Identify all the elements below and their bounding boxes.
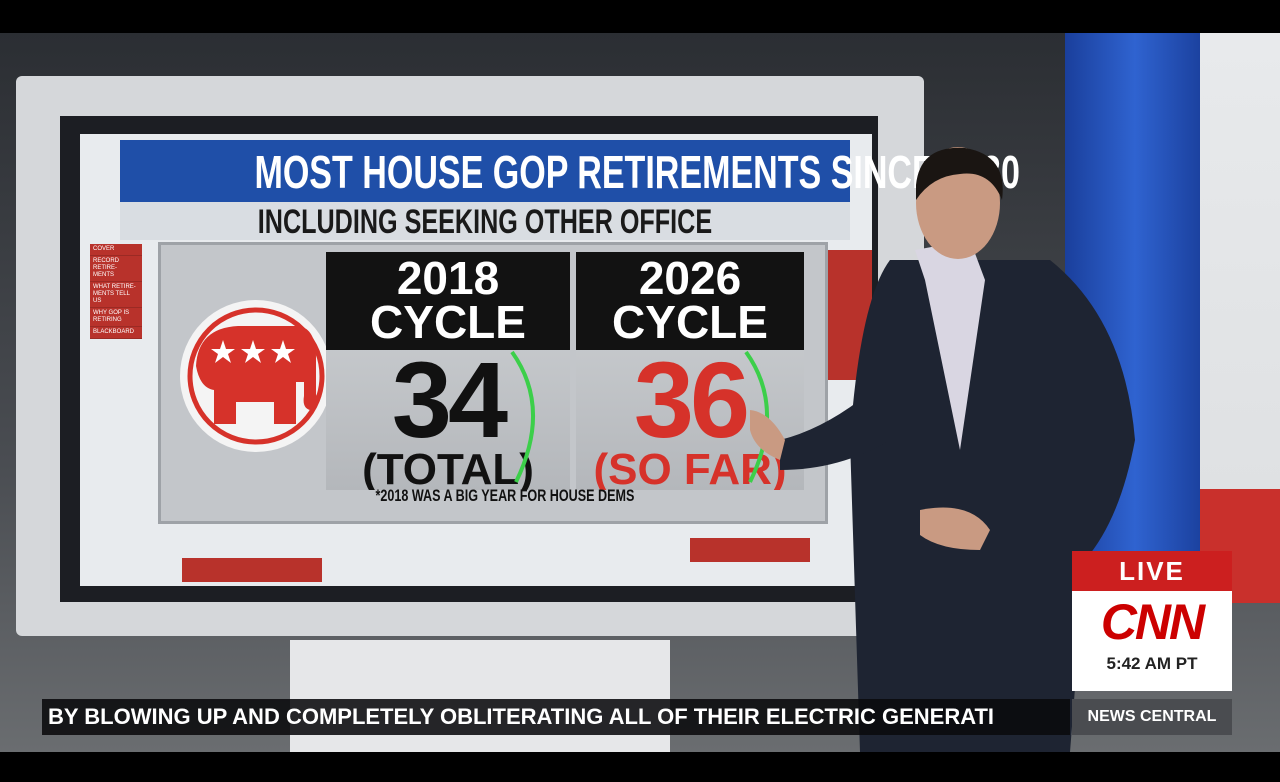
panel-header: 2018 CYCLE bbox=[326, 252, 570, 350]
panel-header: 2026 CYCLE bbox=[576, 252, 804, 350]
side-menu: COVER RECORD RETIRE- MENTS WHAT RETIRE- ME… bbox=[90, 244, 142, 339]
gauge-arc bbox=[510, 350, 536, 483]
menu-item: WHAT RETIRE- MENTS TELL US bbox=[90, 282, 142, 308]
panel-number: 34 bbox=[391, 339, 508, 460]
presenter bbox=[750, 147, 1135, 752]
toolbar bbox=[690, 538, 810, 562]
monitor-stand bbox=[290, 640, 670, 752]
gop-logo bbox=[180, 300, 332, 452]
panel-year: 2026 bbox=[638, 252, 742, 304]
panel-note: (TOTAL) bbox=[362, 445, 534, 491]
panel-cycle: CYCLE bbox=[370, 296, 526, 348]
letterbox-top bbox=[0, 0, 1280, 33]
board-title: MOST HOUSE GOP RETIREMENTS SINCE 1930 bbox=[254, 146, 1020, 198]
panel-cycle: CYCLE bbox=[612, 296, 768, 348]
live-badge: LIVE bbox=[1072, 551, 1232, 591]
menu-item: COVER bbox=[90, 244, 142, 256]
footnote: *2018 WAS A BIG YEAR FOR HOUSE DEMS bbox=[330, 486, 670, 506]
capitol-wall bbox=[1200, 33, 1280, 603]
ticker-text: BY BLOWING UP AND COMPLETELY OBLITERATIN… bbox=[48, 704, 995, 729]
ticker-bar: BY BLOWING UP AND COMPLETELY OBLITERATIN… bbox=[42, 699, 1070, 735]
network-box: CNN 5:42 AM PT bbox=[1072, 591, 1232, 691]
menu-item: WHY GOP IS RETIRING bbox=[90, 308, 142, 327]
toolbar bbox=[182, 558, 322, 582]
clock: 5:42 AM PT bbox=[1106, 654, 1198, 673]
menu-item: BLACKBOARD bbox=[90, 327, 142, 339]
panel-year: 2018 bbox=[396, 252, 500, 304]
footnote-text: *2018 WAS A BIG YEAR FOR HOUSE DEMS bbox=[375, 486, 635, 505]
board-subtitle: INCLUDING SEEKING OTHER OFFICE bbox=[257, 203, 713, 241]
network-logo: CNN bbox=[1100, 594, 1205, 650]
title-bar: MOST HOUSE GOP RETIREMENTS SINCE 1930 bbox=[120, 140, 1020, 202]
gauge-arc bbox=[744, 350, 770, 483]
panel: 2018 CYCLE 34 (TOTAL) bbox=[326, 252, 570, 490]
menu-item: RECORD RETIRE- MENTS bbox=[90, 256, 142, 282]
letterbox-bottom bbox=[0, 752, 1280, 782]
subtitle-bar: INCLUDING SEEKING OTHER OFFICE bbox=[120, 202, 850, 241]
panel-number: 36 bbox=[633, 339, 750, 460]
show-name: NEWS CENTRAL bbox=[1072, 699, 1232, 735]
